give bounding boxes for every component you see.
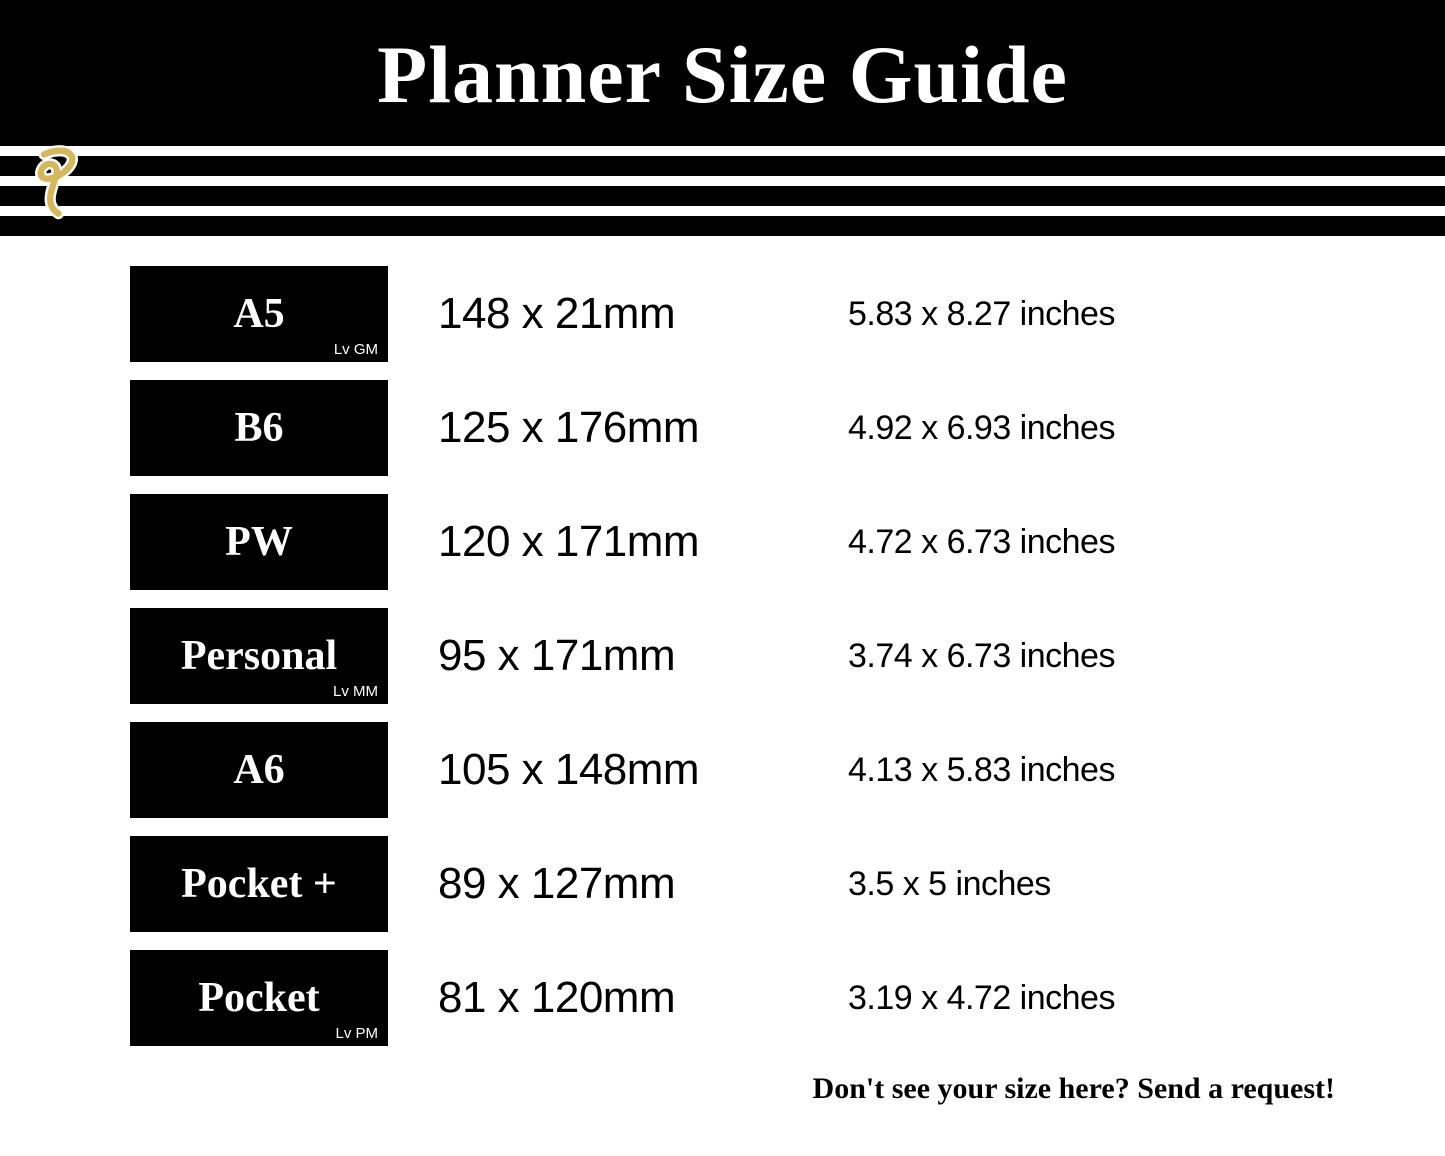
size-mm: 125 x 176mm	[388, 403, 848, 453]
size-label-box: A5 Lv GM	[130, 266, 388, 362]
size-label-box: Personal Lv MM	[130, 608, 388, 704]
size-label-box: A6	[130, 722, 388, 818]
size-label: Pocket	[198, 974, 319, 1022]
size-sublabel: Lv PM	[335, 1025, 378, 1042]
size-label-box: Pocket +	[130, 836, 388, 932]
size-inches: 3.74 x 6.73 inches	[848, 637, 1345, 676]
size-mm: 148 x 21mm	[388, 289, 848, 339]
size-inches: 4.13 x 5.83 inches	[848, 751, 1345, 790]
size-mm: 120 x 171mm	[388, 517, 848, 567]
table-row: A5 Lv GM 148 x 21mm 5.83 x 8.27 inches	[130, 266, 1345, 362]
footer-note: Don't see your size here? Send a request…	[0, 1064, 1445, 1106]
table-row: B6 125 x 176mm 4.92 x 6.93 inches	[130, 380, 1345, 476]
table-row: PW 120 x 171mm 4.72 x 6.73 inches	[130, 494, 1345, 590]
size-inches: 4.92 x 6.93 inches	[848, 409, 1345, 448]
size-mm: 89 x 127mm	[388, 859, 848, 909]
size-label-box: PW	[130, 494, 388, 590]
brand-logo-icon	[20, 140, 100, 220]
size-label: Pocket +	[181, 860, 337, 908]
page-title: Planner Size Guide	[0, 28, 1445, 122]
table-row: A6 105 x 148mm 4.13 x 5.83 inches	[130, 722, 1345, 818]
decorative-stripes	[0, 146, 1445, 236]
size-label-box: Pocket Lv PM	[130, 950, 388, 1046]
size-label: A5	[233, 290, 284, 338]
table-row: Personal Lv MM 95 x 171mm 3.74 x 6.73 in…	[130, 608, 1345, 704]
size-inches: 5.83 x 8.27 inches	[848, 295, 1345, 334]
size-sublabel: Lv GM	[334, 341, 378, 358]
size-table: A5 Lv GM 148 x 21mm 5.83 x 8.27 inches B…	[0, 236, 1445, 1046]
table-row: Pocket Lv PM 81 x 120mm 3.19 x 4.72 inch…	[130, 950, 1345, 1046]
size-label-box: B6	[130, 380, 388, 476]
size-label: PW	[225, 518, 293, 566]
size-label: B6	[234, 404, 283, 452]
size-inches: 4.72 x 6.73 inches	[848, 523, 1345, 562]
size-mm: 95 x 171mm	[388, 631, 848, 681]
size-mm: 105 x 148mm	[388, 745, 848, 795]
table-row: Pocket + 89 x 127mm 3.5 x 5 inches	[130, 836, 1345, 932]
size-label: Personal	[181, 632, 337, 680]
size-mm: 81 x 120mm	[388, 973, 848, 1023]
size-label: A6	[233, 746, 284, 794]
size-inches: 3.19 x 4.72 inches	[848, 979, 1345, 1018]
header-bar: Planner Size Guide	[0, 0, 1445, 146]
size-sublabel: Lv MM	[333, 683, 378, 700]
size-inches: 3.5 x 5 inches	[848, 865, 1345, 904]
